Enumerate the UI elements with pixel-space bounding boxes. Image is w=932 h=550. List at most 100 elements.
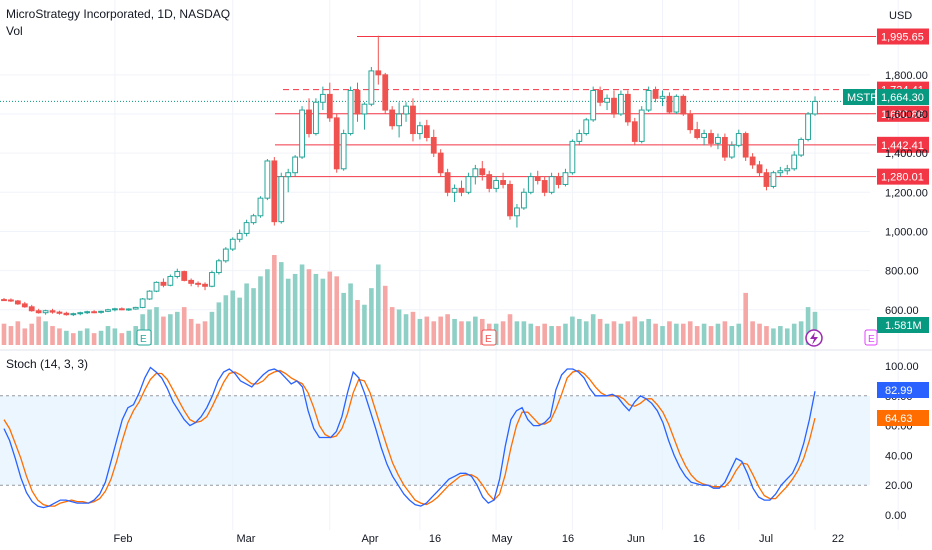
volume-bar bbox=[355, 300, 360, 345]
volume-bar bbox=[285, 278, 291, 345]
earnings-marker-2[interactable]: E bbox=[481, 329, 497, 346]
volume-bar bbox=[812, 311, 818, 345]
volume-bar bbox=[473, 316, 478, 345]
volume-bar bbox=[237, 297, 242, 345]
volume-bar bbox=[618, 323, 624, 345]
candle-body bbox=[125, 308, 132, 311]
volume-bar bbox=[521, 321, 527, 345]
candle-body bbox=[770, 172, 777, 187]
earnings-marker-next[interactable]: E bbox=[864, 329, 878, 346]
candle-body bbox=[604, 97, 610, 103]
candle-body bbox=[139, 298, 146, 308]
candle-body bbox=[1, 299, 7, 302]
volume-bar bbox=[313, 273, 319, 345]
volume-bar bbox=[701, 323, 707, 345]
candle-body bbox=[472, 168, 479, 178]
currency-label[interactable]: USD bbox=[889, 10, 912, 22]
volume-bar bbox=[646, 318, 651, 345]
candle-body bbox=[569, 140, 576, 174]
volume-bar bbox=[195, 323, 201, 345]
ticker-price: 1,664.30 bbox=[881, 92, 924, 104]
volume-bar bbox=[590, 314, 596, 345]
volume-bar bbox=[174, 311, 180, 345]
candle-body bbox=[14, 300, 21, 305]
ticker-symbol: MSTR bbox=[847, 92, 878, 104]
volume-bar bbox=[181, 307, 187, 345]
stoch-tick-label: 20.00 bbox=[885, 480, 913, 492]
time-tick-label: Apr bbox=[361, 533, 378, 545]
candle-body bbox=[167, 275, 174, 286]
volume-bar bbox=[570, 316, 575, 345]
candle-body bbox=[105, 309, 111, 312]
candle-body bbox=[354, 89, 361, 115]
volume-bar bbox=[168, 314, 173, 345]
volume-bar bbox=[382, 285, 388, 345]
volume-bar bbox=[64, 330, 69, 345]
volume-bar bbox=[757, 323, 762, 345]
candle-body bbox=[763, 172, 770, 187]
candle-body bbox=[721, 136, 728, 158]
candle-body bbox=[486, 174, 493, 189]
candle-body bbox=[375, 70, 382, 76]
stoch-k-value: 82.99 bbox=[885, 385, 913, 397]
volume-bar bbox=[292, 273, 298, 345]
lightning-icon[interactable] bbox=[805, 329, 823, 347]
candle-body bbox=[514, 207, 520, 217]
volume-bar bbox=[653, 323, 658, 345]
candle-body bbox=[319, 93, 326, 103]
volume-bar bbox=[535, 326, 541, 345]
volume-bar bbox=[265, 269, 270, 345]
volume-bar bbox=[771, 328, 776, 345]
candle-body bbox=[292, 156, 299, 174]
volume-bar bbox=[327, 271, 333, 345]
candle-body bbox=[403, 105, 409, 115]
candle-body bbox=[299, 109, 305, 158]
earnings-marker-1[interactable]: E bbox=[136, 329, 152, 346]
axes: 1,800.00 1,600.00 1,400.00 1,200.00 1,000.00… bbox=[114, 70, 928, 545]
stoch-tick-label: 0.00 bbox=[885, 510, 906, 522]
candle-body bbox=[597, 89, 604, 103]
earnings-marker-2-label: E bbox=[485, 334, 492, 345]
volume-bar bbox=[778, 326, 783, 345]
volume-bars bbox=[1, 255, 818, 345]
stoch-d-line bbox=[3, 369, 816, 507]
volume-bar bbox=[459, 321, 464, 345]
candle-body bbox=[798, 138, 805, 156]
volume-bar bbox=[43, 321, 48, 345]
candle-body bbox=[742, 133, 749, 158]
volume-bar bbox=[71, 333, 76, 345]
candle-body bbox=[28, 306, 35, 312]
volume-bar bbox=[36, 316, 41, 345]
candle-body bbox=[416, 125, 423, 135]
candle-body bbox=[91, 311, 98, 314]
candle-body bbox=[576, 133, 583, 142]
volume-bar bbox=[389, 307, 395, 345]
candle-body bbox=[8, 299, 14, 302]
volume-bar bbox=[272, 255, 277, 345]
volume-bar bbox=[320, 278, 326, 345]
volume-bar bbox=[22, 328, 28, 345]
candlesticks bbox=[1, 35, 818, 317]
level-tag bbox=[877, 105, 929, 122]
volume-bar bbox=[597, 318, 603, 345]
price-tick-label: 1,400.00 bbox=[885, 148, 928, 160]
candle-body bbox=[645, 89, 652, 111]
volume-bar bbox=[202, 321, 208, 345]
candle-body bbox=[777, 170, 784, 174]
candle-body bbox=[98, 310, 104, 313]
stoch-d-tag bbox=[877, 410, 929, 426]
candle-body bbox=[333, 117, 340, 170]
candle-body bbox=[306, 109, 312, 135]
volume-bar bbox=[154, 307, 159, 345]
stoch-tick-label: 100.00 bbox=[885, 361, 919, 373]
ticker-symbol-tag bbox=[843, 89, 875, 105]
volume-bar bbox=[91, 333, 97, 345]
volume-bar bbox=[632, 316, 638, 345]
horizontal-levels: 1,995.651,724.411,600.861,442.411,280.01 bbox=[0, 28, 929, 185]
volume-bar bbox=[119, 333, 125, 345]
volume-bar bbox=[230, 290, 236, 345]
candle-body bbox=[618, 93, 624, 115]
candle-body bbox=[666, 95, 673, 113]
level-tag bbox=[877, 136, 929, 153]
